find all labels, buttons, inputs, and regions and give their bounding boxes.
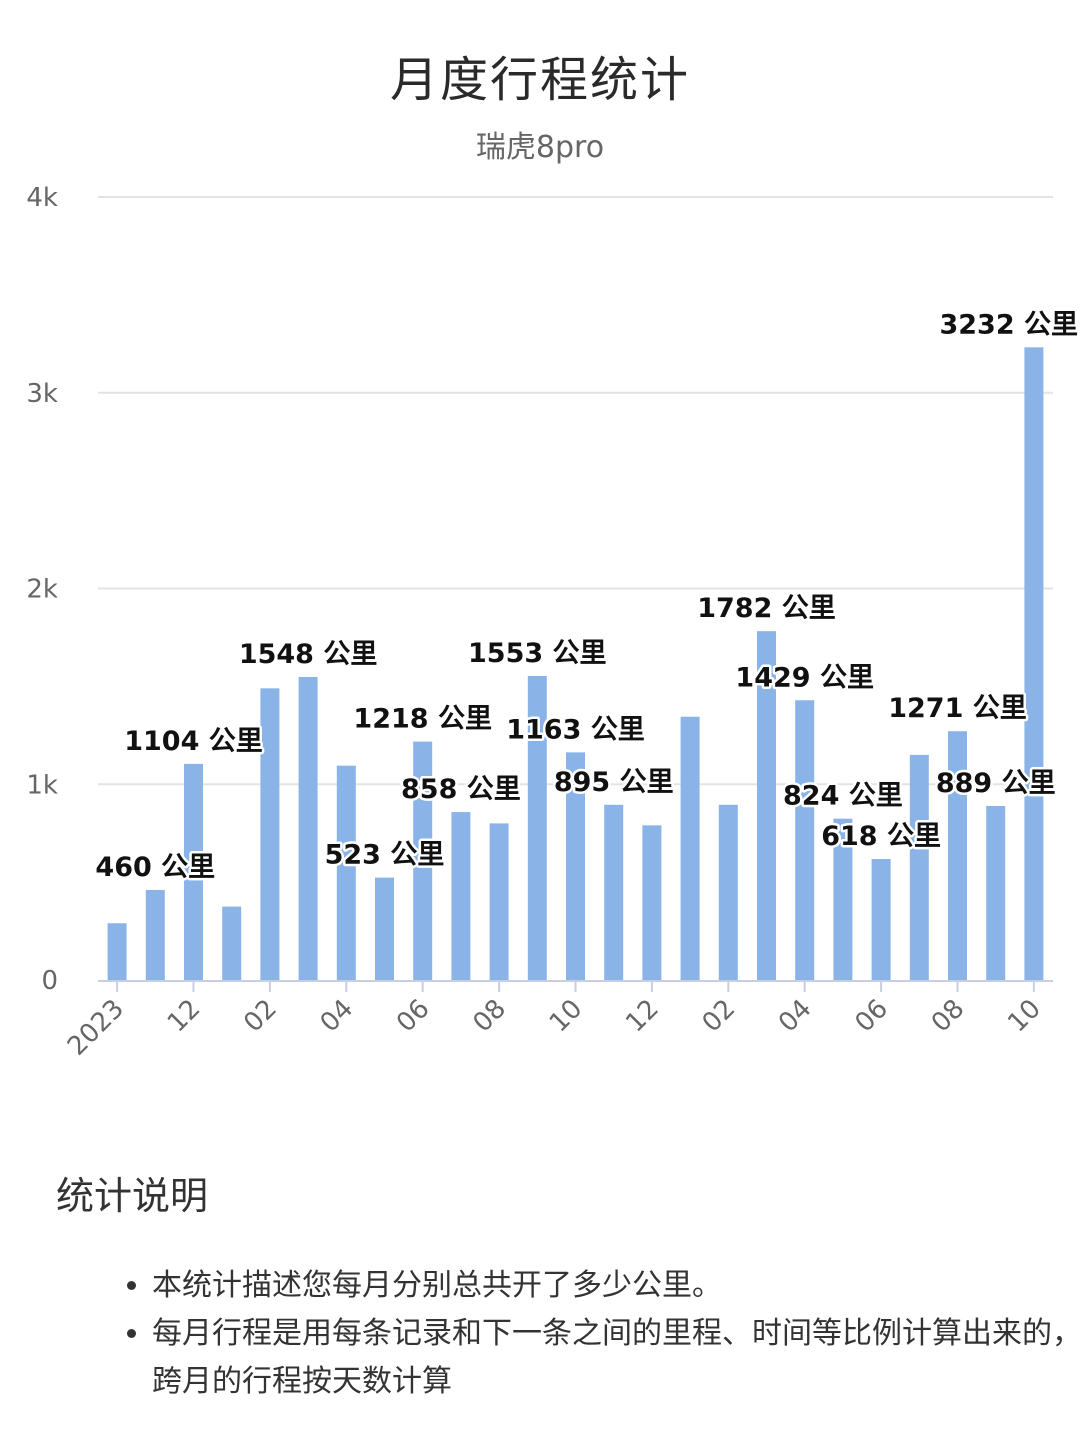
x-tick-label: 02: [238, 994, 283, 1039]
chart-title: 月度行程统计: [389, 52, 690, 108]
y-tick-label: 4k: [26, 183, 58, 213]
chart-subtitle: 瑞虎8pro: [475, 130, 605, 165]
x-tick-label: 12: [620, 994, 665, 1039]
bar: [757, 631, 776, 980]
bar: [680, 716, 700, 980]
bar: [566, 752, 585, 980]
bar: [222, 906, 242, 980]
y-tick-label: 0: [41, 966, 58, 996]
data-label: 824 公里: [783, 781, 903, 812]
x-axis-ticks: 2023 12 02 04 06 08 10 12 02 04 06 08 10: [62, 981, 1047, 1062]
y-axis-ticks: 0 1k 2k 3k 4k: [26, 183, 58, 996]
x-tick-label: 04: [315, 994, 360, 1039]
data-label: 3232 公里: [939, 309, 1078, 340]
notes-list: 本统计描述您每月分别总共开了多少公里。 每月行程是用每条记录和下一条之间的里程、…: [110, 1262, 1080, 1406]
y-tick-label: 3k: [26, 379, 58, 409]
bar: [871, 859, 891, 980]
x-tick-label: 02: [697, 994, 742, 1039]
data-label: 858 公里: [401, 774, 521, 805]
x-tick-label: 08: [926, 994, 971, 1039]
bar: [527, 676, 547, 980]
bar: [145, 889, 165, 980]
bar: [909, 754, 929, 980]
bar: [375, 877, 394, 980]
data-label: 1553 公里: [468, 638, 607, 669]
bar: [336, 765, 356, 980]
x-tick-label: 2023: [62, 994, 130, 1062]
data-label: 1104 公里: [124, 726, 263, 757]
data-label: 460 公里: [95, 852, 215, 883]
bars: [107, 347, 1044, 980]
bar: [986, 805, 1006, 980]
data-label: 523 公里: [325, 840, 445, 871]
notes-heading: 统计说明: [56, 1174, 209, 1218]
notes-item: 本统计描述您每月分别总共开了多少公里。: [152, 1262, 1080, 1310]
bar: [489, 823, 509, 980]
x-tick-label: 04: [773, 994, 818, 1039]
bar: [833, 818, 853, 980]
bar: [718, 804, 738, 980]
data-label: 1163 公里: [506, 714, 645, 745]
y-tick-label: 1k: [26, 770, 58, 800]
x-tick-label: 06: [391, 994, 436, 1039]
x-tick-label: 10: [544, 994, 589, 1039]
bar: [1024, 347, 1044, 980]
data-label: 618 公里: [821, 821, 941, 852]
bar: [642, 825, 662, 980]
data-label: 1271 公里: [888, 693, 1027, 724]
bar: [795, 700, 815, 980]
data-label: 895 公里: [554, 767, 674, 798]
data-labels: 460 公里 1104 公里 1548 公里 523 公里 1218 公里 858 公里 1…: [93, 307, 1080, 886]
data-label: 889 公里: [936, 768, 1056, 799]
bar: [604, 804, 624, 980]
data-label: 1429 公里: [735, 662, 874, 693]
notes-item: 每月行程是用每条记录和下一条之间的里程、时间等比例计算出来的，跨月的行程按天数计…: [152, 1310, 1080, 1406]
bar: [413, 741, 433, 980]
bar: [451, 812, 471, 980]
bar-chart: 0 1k 2k 3k 4k 2023 12 02 04 06 08 10 12 02 04 06 08 10 4…: [26, 183, 1080, 1062]
bar: [298, 676, 318, 980]
x-tick-label: 10: [1002, 994, 1047, 1039]
bar: [948, 731, 967, 980]
x-tick-label: 12: [162, 994, 207, 1039]
data-label: 1782 公里: [697, 593, 836, 624]
bar: [260, 688, 280, 980]
bar: [184, 763, 203, 980]
data-label: 1548 公里: [239, 639, 378, 670]
bar: [107, 923, 127, 980]
data-label: 1218 公里: [353, 704, 492, 735]
x-tick-label: 08: [467, 994, 512, 1039]
x-tick-label: 06: [849, 994, 894, 1039]
y-tick-label: 2k: [26, 575, 58, 605]
